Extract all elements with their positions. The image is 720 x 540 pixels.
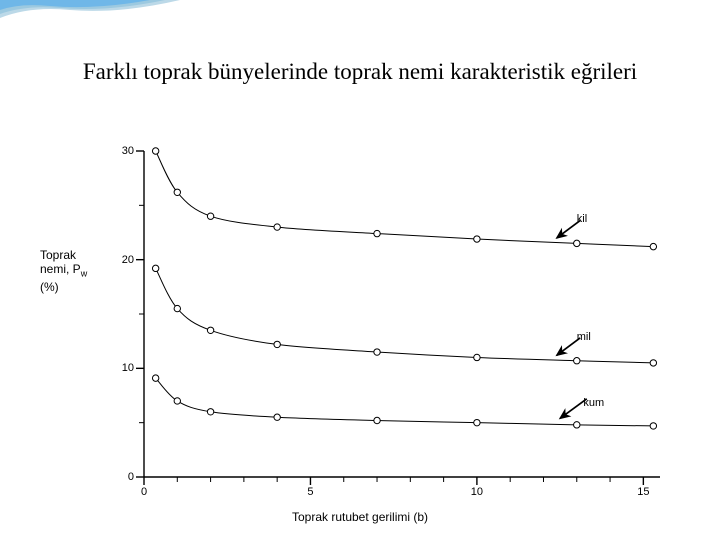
- series-label-kil: kil: [577, 213, 587, 225]
- x-tick-label: 10: [462, 486, 492, 498]
- y-tick-label: 30: [112, 145, 134, 157]
- x-axis-label: Toprak rutubet gerilimi (b): [0, 510, 720, 524]
- y-axis-label: Topraknemi, Pw(%): [40, 248, 110, 294]
- y-tick-label: 10: [112, 362, 134, 374]
- series-label-kum: kum: [583, 397, 604, 409]
- x-tick-label: 15: [628, 486, 658, 498]
- y-tick-label: 20: [112, 254, 134, 266]
- x-tick-label: 0: [129, 486, 159, 498]
- series-label-mil: mil: [577, 331, 591, 343]
- chart-area: [110, 145, 670, 505]
- chart-title: Farklı toprak bünyelerinde toprak nemi k…: [0, 58, 720, 86]
- x-tick-label: 5: [295, 486, 325, 498]
- y-tick-label: 0: [112, 471, 134, 483]
